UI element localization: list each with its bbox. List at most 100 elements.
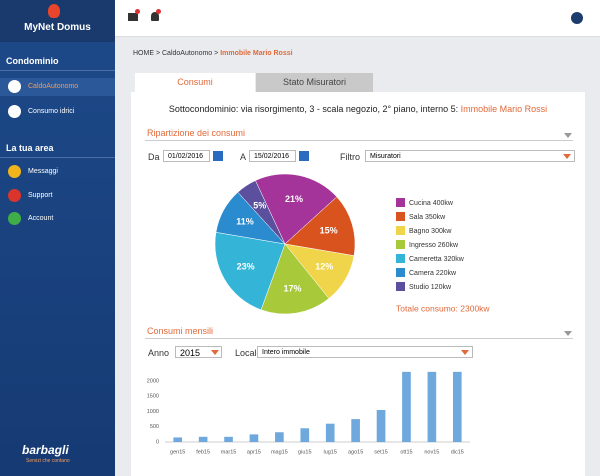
crumb[interactable]: CaldoAutonomo	[162, 50, 213, 57]
year-select[interactable]: 2015	[175, 346, 222, 358]
item-icon	[8, 80, 21, 93]
bar	[427, 371, 437, 442]
year-label: Anno	[148, 348, 170, 358]
slice-label: 15%	[320, 226, 338, 236]
pie-slice	[237, 180, 286, 245]
date-input[interactable]: 15/02/2016	[249, 150, 296, 162]
slice-label: 17%	[283, 283, 301, 293]
bar	[275, 432, 284, 442]
bar	[452, 371, 462, 442]
badge	[156, 9, 161, 14]
sidebar: MyNet Domus Condominio CaldoAutonomo Con…	[0, 0, 115, 476]
x-tick-label: nov15	[424, 449, 439, 455]
legend-label: Cameretta 320kw	[409, 256, 465, 263]
pie-slice	[214, 232, 286, 311]
select-arrow	[563, 154, 571, 159]
separator: >	[214, 50, 219, 57]
slice-label: 5%	[253, 201, 266, 211]
menu-item[interactable]: Account	[28, 215, 54, 222]
legend-swatch	[396, 240, 405, 249]
slice-label: 23%	[237, 261, 255, 271]
pie-slice	[255, 173, 338, 245]
legend-swatch	[396, 198, 405, 207]
bar	[300, 428, 310, 442]
date-input[interactable]: 01/02/2016	[163, 150, 210, 162]
pie-chart: 21% Cucina 400kw 15% Sala 350kw 12% Bagno 300…	[214, 173, 490, 315]
item-icon	[8, 189, 21, 202]
slice-label: 21%	[285, 194, 303, 204]
user-icon[interactable]	[571, 12, 583, 24]
section-title: Condominio	[6, 56, 59, 66]
calendar-icon[interactable]	[299, 151, 309, 161]
menu-item[interactable]: CaldoAutonomo	[28, 83, 79, 90]
section-title: La tua area	[6, 143, 54, 153]
subtitle-text: Sottocondominio: via risorgimento, 3 - s…	[168, 104, 459, 114]
separator: >	[155, 50, 161, 57]
section-rule	[145, 338, 573, 339]
bell-icon[interactable]	[151, 12, 159, 21]
collapse-icon[interactable]	[564, 331, 572, 336]
calendar-icon[interactable]	[213, 151, 223, 161]
legend-swatch	[396, 268, 405, 277]
from-label: Da	[148, 152, 160, 162]
y-tick-label: 500	[150, 424, 159, 430]
pie-slice	[260, 243, 330, 315]
logo: MyNet Domus	[24, 22, 91, 33]
bar-chart: 0 500 1000 1500 2000 gen15 feb15 mar15 apr15 mag1…	[147, 371, 470, 455]
legend-label: Studio 120kw	[409, 284, 452, 291]
pie-slice	[284, 196, 356, 256]
collapse-icon[interactable]	[564, 133, 572, 138]
legend-label: Sala 350kw	[409, 214, 446, 221]
brand: barbagli	[22, 443, 69, 457]
x-tick-label: set15	[374, 449, 387, 455]
legend-label: Cucina 400kw	[409, 200, 454, 207]
tab-active[interactable]: Consumi	[135, 73, 255, 92]
x-tick-label: feb15	[196, 449, 210, 455]
active-item	[0, 78, 115, 96]
filter-select[interactable]: Misuratori	[365, 150, 575, 162]
y-tick-label: 1500	[147, 394, 159, 400]
crumb[interactable]: HOME	[133, 50, 154, 57]
to-label: A	[240, 152, 247, 162]
legend-swatch	[396, 282, 405, 291]
item-icon	[8, 105, 21, 118]
bar	[402, 371, 411, 442]
crumb: Immobile Mario Rossi	[220, 50, 293, 57]
x-tick-label: giu15	[298, 449, 311, 455]
divider	[0, 70, 115, 71]
bar	[173, 437, 183, 442]
mail-icon[interactable]	[128, 13, 138, 21]
x-tick-label: mag15	[271, 449, 288, 455]
badge	[135, 9, 140, 14]
menu-item[interactable]: Consumo idrici	[28, 108, 75, 115]
tagline: Servizi che contano	[26, 458, 70, 464]
legend-label: Camera 220kw	[409, 270, 457, 277]
room-select[interactable]: Intero immobile	[257, 346, 473, 358]
logo-icon	[48, 4, 60, 18]
subtitle-highlight: Immobile Mario Rossi	[460, 104, 548, 114]
bar	[325, 423, 335, 442]
legend-swatch	[396, 254, 405, 263]
x-tick-label: apr15	[247, 449, 261, 455]
bar	[249, 434, 259, 442]
y-tick-label: 1000	[147, 409, 159, 415]
legend-swatch	[396, 212, 405, 221]
bar	[198, 436, 208, 442]
select-arrow	[211, 350, 219, 355]
top-bar	[115, 0, 600, 37]
item-icon	[8, 212, 21, 225]
section-title: Consumi mensili	[147, 326, 214, 336]
x-tick-label: ago15	[348, 449, 363, 455]
menu-item[interactable]: Messaggi	[28, 168, 58, 175]
x-tick-label: dic15	[451, 449, 464, 455]
x-tick-label: ott15	[400, 449, 412, 455]
x-tick-label: lug15	[323, 449, 336, 455]
legend-label: Bagno 300kw	[409, 228, 452, 235]
menu-item[interactable]: Support	[28, 192, 53, 199]
x-tick-label: gen15	[170, 449, 185, 455]
subtitle: Sottocondominio: via risorgimento, 3 - s…	[131, 104, 585, 114]
item-icon	[8, 165, 21, 178]
bar	[224, 436, 233, 442]
tab[interactable]: Stato Misuratori	[256, 73, 373, 92]
